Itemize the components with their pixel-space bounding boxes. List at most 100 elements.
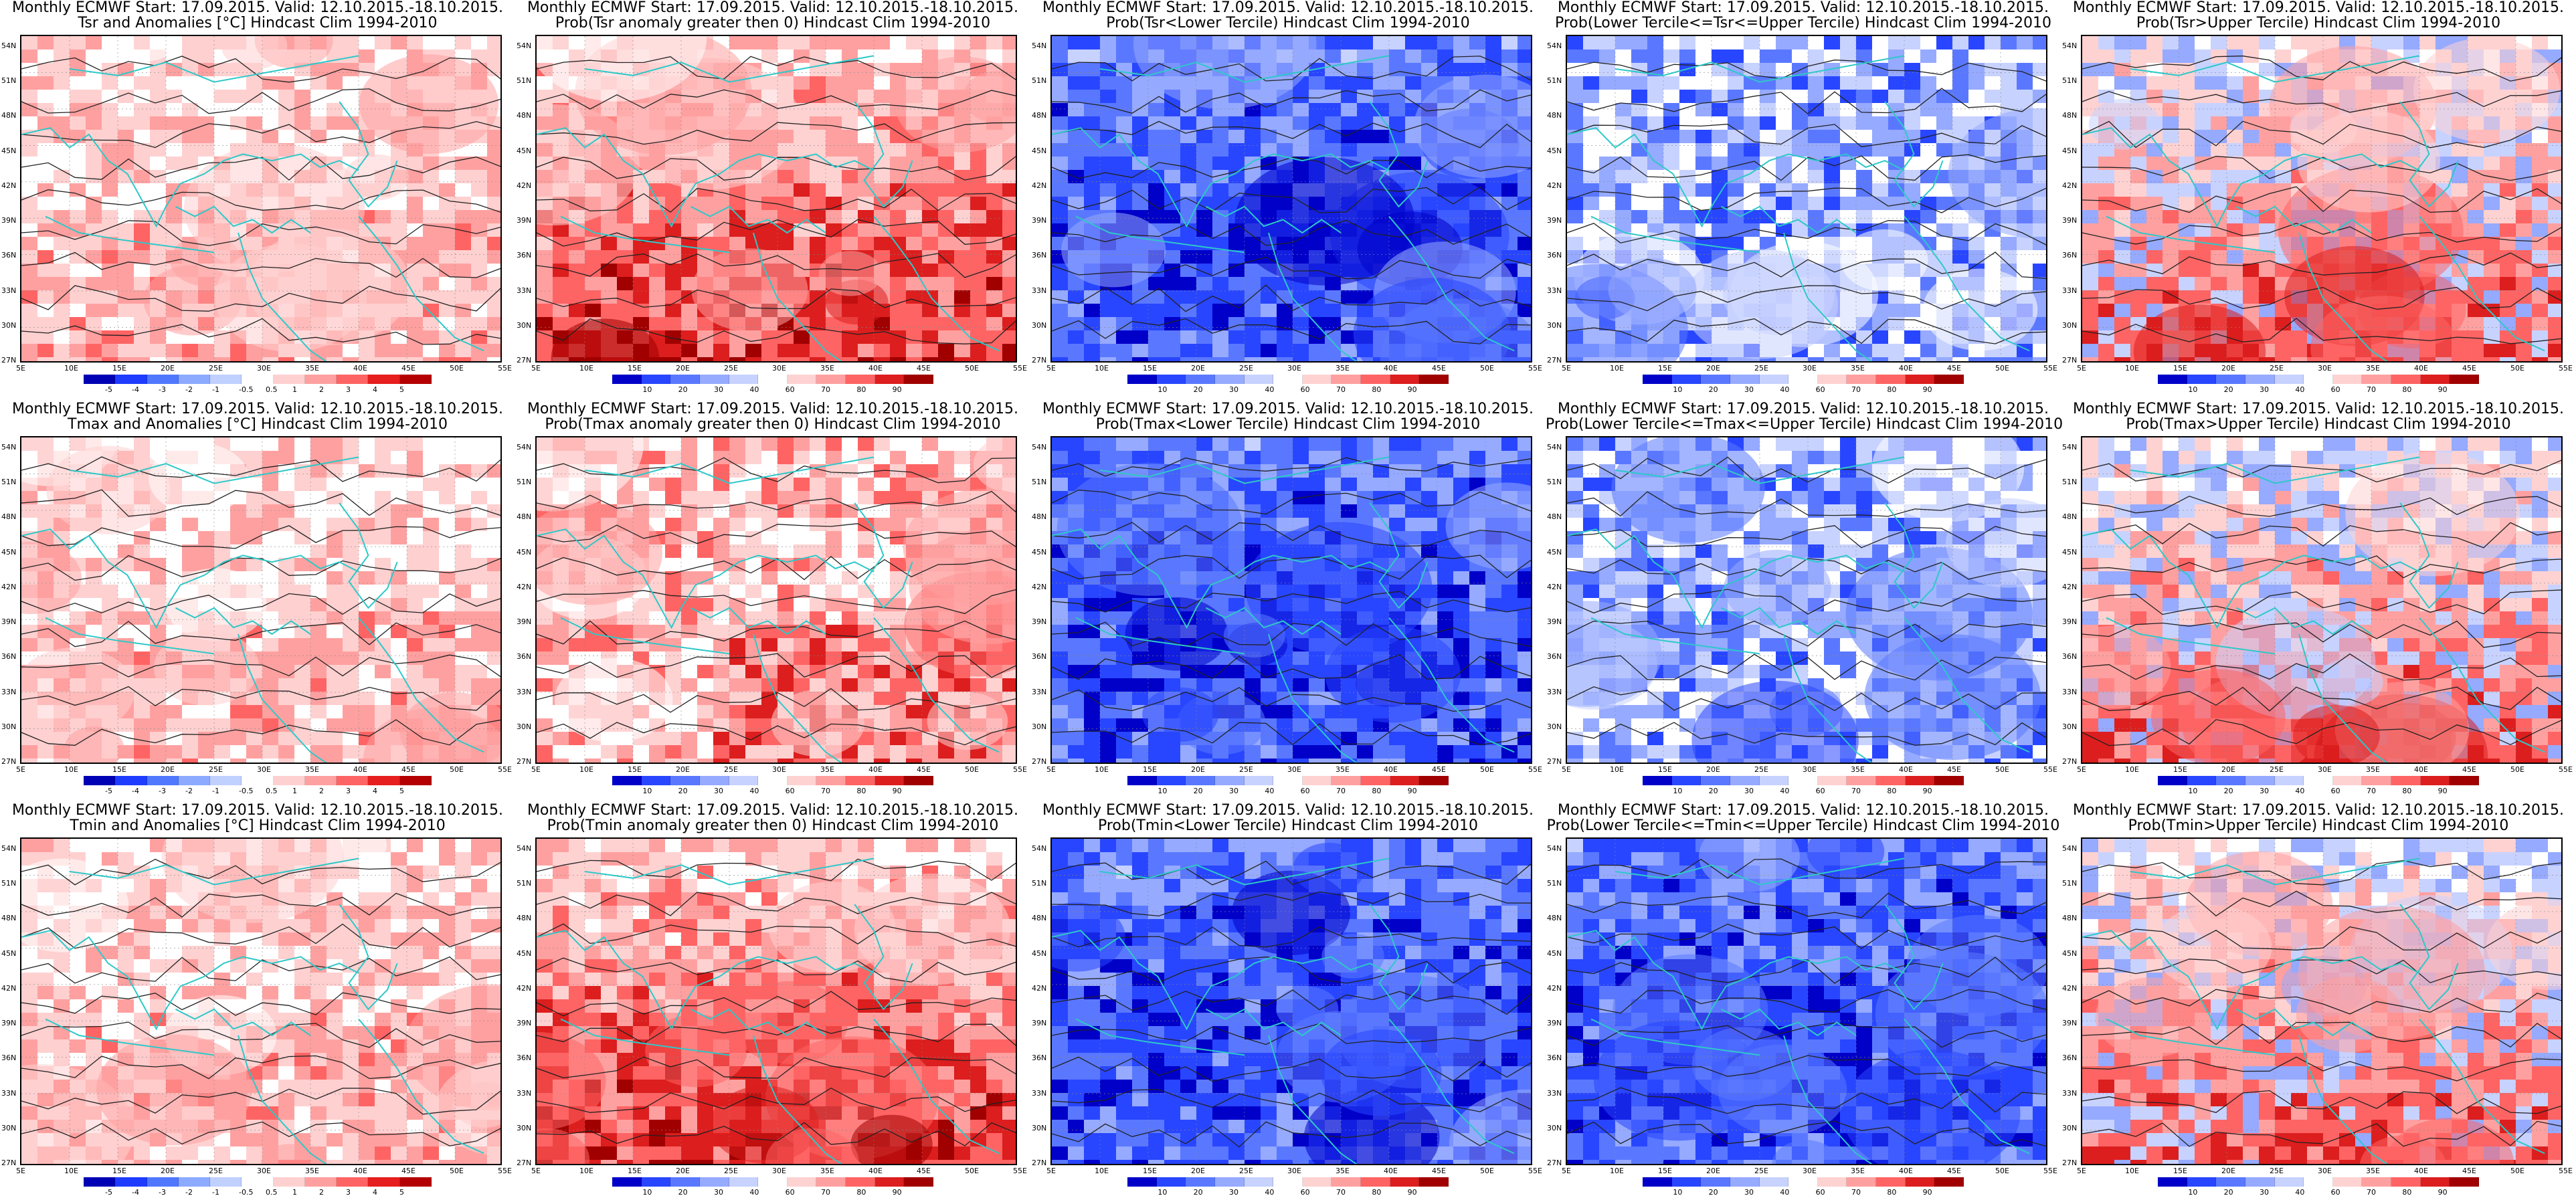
latitude-label: 39N	[517, 216, 532, 225]
latitude-label: 51N	[517, 478, 532, 487]
forecast-panel: Monthly ECMWF Start: 17.09.2015. Valid: …	[1030, 803, 1546, 1204]
panel-title-line2: Tmax and Anomalies [°C] Hindcast Clim 19…	[68, 416, 448, 433]
panel-title-line2: Prob(Tmax>Upper Tercile) Hindcast Clim 1…	[2126, 416, 2511, 433]
colorbar-tick-label: 80	[1372, 787, 1382, 795]
colorbar-segment	[1701, 1177, 1730, 1187]
longitude-label: 25E	[2270, 765, 2284, 774]
latitude-label: 27N	[1, 1159, 17, 1167]
latitude-label: 33N	[1, 687, 17, 696]
panel-title-line2: Tsr and Anomalies [°C] Hindcast Clim 199…	[78, 15, 438, 31]
colorbar-segment	[304, 1177, 337, 1187]
latitude-label: 48N	[1547, 512, 1562, 522]
longitude-label: 20E	[161, 364, 175, 373]
longitude-label: 35E	[820, 765, 834, 774]
latitude-label: 48N	[1547, 914, 1562, 923]
longitude-label: 25E	[209, 364, 223, 373]
colorbar-segment	[399, 375, 432, 384]
longitude-label: 20E	[2221, 765, 2235, 774]
colorbar-tick-label: 80	[1372, 385, 1382, 394]
panel-title-line1: Monthly ECMWF Start: 17.09.2015. Valid: …	[2072, 0, 2565, 16]
colorbar-tick-label: 2	[319, 787, 324, 795]
colorbar-tick-label: 30	[2260, 787, 2269, 795]
colorbar-tick-label: 70	[1851, 385, 1861, 394]
latitude-label: 42N	[2062, 181, 2078, 190]
longitude-label: 30E	[257, 1167, 271, 1175]
longitude-label: 20E	[1191, 765, 1205, 774]
map-field	[1052, 437, 1531, 763]
latitude-label: 51N	[1547, 879, 1562, 888]
colorbar-segment	[875, 375, 905, 384]
longitude-label: 5E	[1562, 765, 1571, 774]
colorbar-tick-label: 10	[1673, 787, 1683, 795]
colorbar-tick-label: 40	[1265, 1188, 1275, 1197]
colorbar-segment	[2274, 1177, 2304, 1187]
colorbar-segment	[699, 375, 729, 384]
latitude-label: 48N	[1, 512, 17, 522]
longitude-label: 35E	[1336, 364, 1350, 373]
colorbar-segment	[210, 776, 242, 785]
colorbar-segment	[2304, 776, 2333, 785]
latitude-label: 30N	[2062, 320, 2078, 330]
longitude-label: 45E	[1947, 1167, 1961, 1175]
longitude-label: 55E	[1013, 364, 1027, 373]
latitude-label: 30N	[1, 1123, 17, 1132]
colorbar-segment	[1643, 375, 1672, 384]
colorbar-tick-label: 10	[1158, 787, 1168, 795]
colorbar-segment	[1847, 1177, 1877, 1187]
forecast-panel: Monthly ECMWF Start: 17.09.2015. Valid: …	[0, 0, 515, 401]
colorbar-tick-label: 30	[714, 385, 723, 394]
colorbar-segment	[1643, 1177, 1672, 1187]
colorbar-tick-label: 1	[292, 385, 297, 394]
panel-title-line2: Prob(Tsr anomaly greater then 0) Hindcas…	[555, 15, 991, 31]
colorbar-segment	[758, 776, 788, 785]
latitude-label: 27N	[517, 757, 532, 766]
colorbar-tick-label: 60	[2330, 1188, 2340, 1197]
colorbar-tick-label: 60	[1300, 787, 1310, 795]
colorbar-segment	[368, 375, 400, 384]
colorbar-tick-label: 90	[892, 787, 902, 795]
longitude-label: 10E	[1610, 1167, 1624, 1175]
latitude-label: 51N	[1547, 478, 1562, 487]
panel-title-line1: Monthly ECMWF Start: 17.09.2015. Valid: …	[2072, 401, 2565, 417]
longitude-label: 40E	[868, 765, 883, 774]
longitude-label: 50E	[965, 364, 979, 373]
panel-title-line2: Prob(Tsr>Upper Tercile) Hindcast Clim 19…	[2136, 15, 2501, 31]
latitude-label: 27N	[1032, 356, 1047, 365]
longitude-label: 45E	[917, 364, 931, 373]
panel-title-line2: Prob(Tmin<Lower Tercile) Hindcast Clim 1…	[1097, 817, 1479, 834]
latitude-label: 42N	[1547, 181, 1562, 190]
panel-title-line1: Monthly ECMWF Start: 17.09.2015. Valid: …	[1557, 802, 2049, 819]
latitude-label: 54N	[1, 443, 17, 452]
latitude-label: 48N	[2062, 914, 2078, 923]
latitude-label: 33N	[1547, 286, 1562, 295]
colorbar-tick-label: 20	[678, 1188, 688, 1197]
colorbar-tick-label: 60	[1815, 385, 1825, 394]
longitude-label: 20E	[676, 1167, 690, 1175]
latitude-label: 48N	[1032, 512, 1047, 522]
longitude-label: 5E	[1046, 765, 1056, 774]
latitude-label: 27N	[517, 1159, 532, 1167]
colorbar-tick-label: 60	[785, 787, 795, 795]
colorbar-tick-label: 20	[2223, 385, 2233, 394]
colorbar-segment	[84, 375, 116, 384]
longitude-label: 50E	[450, 765, 464, 774]
colorbar-tick-label: 60	[1300, 1188, 1310, 1197]
latitude-label: 39N	[2062, 1019, 2078, 1028]
longitude-label: 50E	[965, 1167, 979, 1175]
longitude-label: 30E	[1803, 364, 1817, 373]
colorbar-tick-label: 40	[749, 1188, 759, 1197]
latitude-label: 30N	[1032, 320, 1047, 330]
latitude-label: 36N	[1032, 652, 1047, 662]
colorbar-tick-label: 90	[1407, 385, 1417, 394]
longitude-label: 50E	[2510, 765, 2524, 774]
longitude-label: 15E	[628, 765, 642, 774]
latitude-label: 51N	[1032, 879, 1047, 888]
latitude-label: 30N	[1, 320, 17, 330]
longitude-label: 30E	[772, 364, 786, 373]
colorbar-segment	[816, 1177, 846, 1187]
colorbar	[1643, 776, 1964, 785]
colorbar-tick-label: 90	[892, 1188, 902, 1197]
longitude-label: 20E	[676, 364, 690, 373]
panel-title-line2: Prob(Tmax<Lower Tercile) Hindcast Clim 1…	[1095, 416, 1481, 433]
